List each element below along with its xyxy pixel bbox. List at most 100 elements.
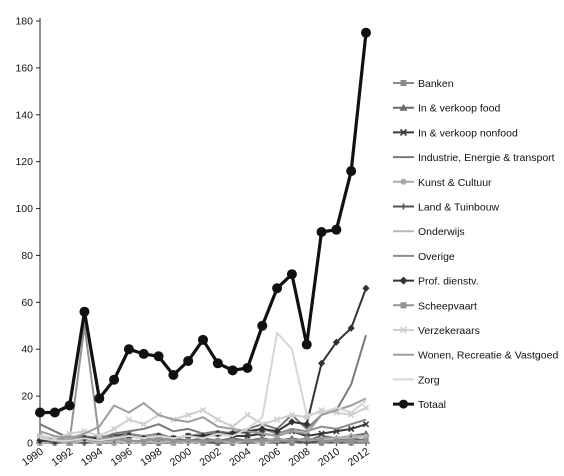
legend-label: Scheepvaart bbox=[418, 300, 477, 312]
x-tick-label: 1996 bbox=[109, 446, 135, 469]
data-point bbox=[138, 348, 149, 359]
x-tick-label: 1990 bbox=[20, 446, 46, 469]
legend-swatch-marker bbox=[399, 399, 408, 409]
data-point bbox=[198, 334, 208, 345]
data-point bbox=[244, 438, 251, 444]
data-point bbox=[289, 438, 295, 444]
x-tick-label: 2008 bbox=[286, 446, 312, 469]
data-point bbox=[348, 425, 355, 433]
data-point bbox=[363, 433, 369, 439]
data-point bbox=[333, 438, 339, 444]
y-tick-label: 20 bbox=[21, 391, 33, 403]
data-point bbox=[288, 411, 296, 419]
y-tick-label: 120 bbox=[15, 156, 33, 168]
legend-swatch-marker bbox=[399, 128, 408, 136]
data-point bbox=[304, 440, 310, 446]
x-tick-label: 1994 bbox=[79, 446, 105, 469]
series-line bbox=[39, 397, 367, 440]
data-point bbox=[185, 411, 192, 419]
data-point bbox=[304, 435, 310, 441]
data-point bbox=[183, 355, 194, 366]
data-point bbox=[96, 432, 103, 440]
legend-entry: Totaal bbox=[393, 399, 446, 411]
data-point bbox=[362, 404, 370, 411]
y-tick-label: 40 bbox=[21, 344, 33, 356]
x-tick-label: 2006 bbox=[257, 446, 283, 469]
y-tick-label: 100 bbox=[15, 203, 33, 215]
data-point bbox=[126, 438, 132, 444]
legend-swatch-marker bbox=[399, 326, 408, 334]
legend-entry: Onderwijs bbox=[393, 226, 465, 238]
data-point bbox=[318, 430, 325, 437]
data-point bbox=[214, 416, 221, 423]
data-point bbox=[362, 421, 370, 428]
data-point bbox=[110, 425, 118, 433]
x-tick-label: 2004 bbox=[227, 446, 253, 469]
data-point bbox=[362, 284, 370, 292]
data-point bbox=[346, 166, 357, 177]
data-point bbox=[347, 324, 355, 332]
legend-label: Zorg bbox=[418, 374, 440, 386]
legend-entry: Prof. dienstv. bbox=[393, 276, 479, 288]
series-wonen-recreatie-vastgoed bbox=[39, 397, 367, 440]
data-point bbox=[123, 344, 134, 355]
data-point bbox=[363, 438, 369, 444]
legend-swatch-marker bbox=[400, 80, 407, 86]
data-point bbox=[153, 351, 164, 362]
legend-label: Totaal bbox=[418, 399, 446, 411]
data-point bbox=[140, 421, 147, 428]
legend-swatch-marker bbox=[399, 103, 408, 111]
x-tick-label: 2002 bbox=[198, 446, 224, 469]
legend-label: Overige bbox=[418, 251, 455, 263]
data-point bbox=[316, 227, 327, 237]
data-point bbox=[215, 438, 221, 444]
y-tick-label: 0 bbox=[27, 438, 33, 450]
data-point bbox=[49, 407, 60, 418]
data-point bbox=[185, 438, 191, 444]
series-line bbox=[39, 331, 367, 442]
legend-label: Banken bbox=[418, 78, 454, 90]
legend-label: In & verkoop food bbox=[418, 103, 500, 115]
data-point bbox=[35, 407, 45, 418]
series-zorg bbox=[39, 331, 367, 442]
data-point bbox=[286, 269, 297, 280]
x-tick-label: 1992 bbox=[49, 446, 75, 469]
legend-entry: In & verkoop food bbox=[393, 103, 500, 115]
x-tick-label: 2010 bbox=[316, 446, 342, 469]
legend-label: Industrie, Energie & transport bbox=[418, 152, 555, 164]
x-tick-label: 2012 bbox=[346, 446, 372, 469]
data-point bbox=[244, 411, 251, 419]
legend-label: Verzekeraars bbox=[418, 325, 480, 337]
legend-entry: Zorg bbox=[393, 374, 440, 386]
data-point bbox=[273, 427, 281, 435]
legend-label: Wonen, Recreatie & Vastgoed bbox=[418, 350, 558, 362]
data-point bbox=[317, 359, 326, 367]
y-tick-label: 180 bbox=[15, 16, 33, 28]
data-point bbox=[66, 430, 73, 437]
series-industrie-energie-transport bbox=[39, 334, 367, 440]
x-tick-label: 2000 bbox=[168, 446, 194, 469]
legend-swatch-marker bbox=[399, 276, 408, 285]
data-point bbox=[81, 323, 88, 329]
data-point bbox=[259, 421, 266, 428]
data-point bbox=[96, 435, 102, 441]
data-point bbox=[109, 374, 120, 385]
y-tick-label: 160 bbox=[15, 62, 33, 74]
data-point bbox=[212, 358, 223, 369]
data-point bbox=[168, 370, 179, 381]
legend-entry: Industrie, Energie & transport bbox=[393, 152, 555, 164]
data-point bbox=[348, 438, 354, 444]
data-point bbox=[94, 393, 105, 404]
data-point bbox=[274, 438, 280, 444]
chart-legend: Banken In & verkoop food In & verkoop nonf… bbox=[393, 78, 558, 411]
series-line bbox=[39, 334, 367, 440]
legend-entry: Land & Tuinbouw bbox=[393, 202, 500, 214]
y-tick-label: 140 bbox=[15, 109, 33, 121]
data-point bbox=[318, 438, 325, 444]
legend-entry: Verzekeraars bbox=[393, 325, 480, 337]
data-point bbox=[242, 362, 253, 373]
x-tick-label: 1998 bbox=[138, 446, 164, 469]
data-point bbox=[259, 438, 265, 444]
data-point bbox=[273, 416, 281, 423]
